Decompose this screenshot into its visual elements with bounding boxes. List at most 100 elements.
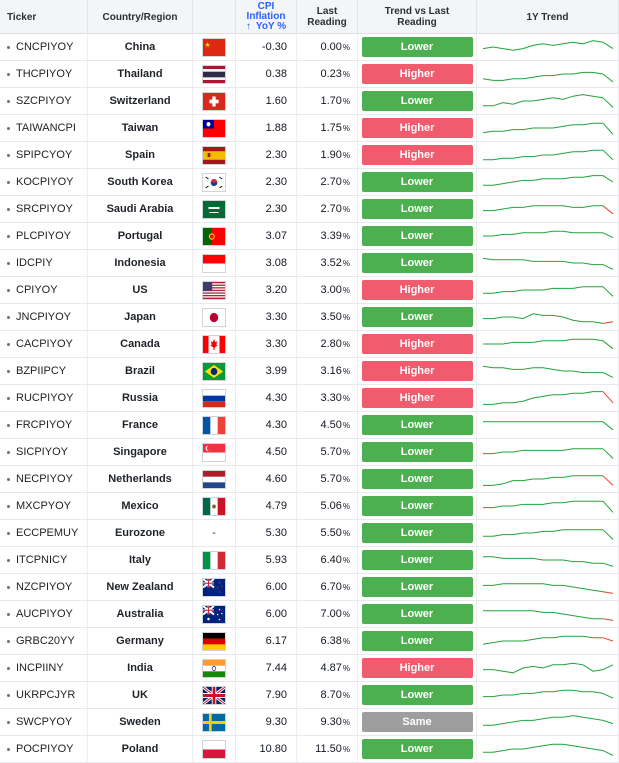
table-row[interactable]: FRCPIYOY France 4.30 4.50% Lower: [0, 412, 619, 439]
percent-sign: %: [342, 447, 350, 457]
sparkline-cell[interactable]: [477, 628, 619, 654]
ticker-cell[interactable]: SRCPIYOY: [0, 196, 88, 222]
bullet-icon: [7, 180, 10, 184]
ticker-cell[interactable]: IDCPIY: [0, 250, 88, 276]
table-row[interactable]: ECCPEMUY Eurozone -5.30 5.50% Lower: [0, 520, 619, 547]
ticker-cell[interactable]: ITCPNICY: [0, 547, 88, 573]
sparkline-cell[interactable]: [477, 574, 619, 600]
ticker-cell[interactable]: CACPIYOY: [0, 331, 88, 357]
table-row[interactable]: SPIPCYOY Spain 2.30 1.90% Higher: [0, 142, 619, 169]
cpi-value: 5.30: [265, 527, 287, 539]
sparkline-cell[interactable]: [477, 547, 619, 573]
sparkline-cell[interactable]: [477, 250, 619, 276]
ticker-cell[interactable]: SPIPCYOY: [0, 142, 88, 168]
table-row[interactable]: POCPIYOY Poland 10.80 11.50% Lower: [0, 736, 619, 763]
sparkline-cell[interactable]: [477, 169, 619, 195]
column-header-ticker[interactable]: Ticker: [0, 0, 88, 34]
ticker-cell[interactable]: FRCPIYOY: [0, 412, 88, 438]
table-row[interactable]: THCPIYOY Thailand 0.38 0.23% Higher: [0, 61, 619, 88]
country-cell: Sweden: [88, 709, 193, 735]
table-row[interactable]: GRBC20YY Germany 6.17 6.38% Lower: [0, 628, 619, 655]
table-row[interactable]: SRCPIYOY Saudi Arabia 2.30 2.70% Lower: [0, 196, 619, 223]
trend-badge: Lower: [361, 307, 473, 327]
sparkline-cell[interactable]: [477, 331, 619, 357]
ticker-cell[interactable]: THCPIYOY: [0, 61, 88, 87]
column-header-cpi-sorted[interactable]: CPI Inflation ↑ YoY %: [236, 0, 297, 34]
sparkline-cell[interactable]: [477, 439, 619, 465]
table-row[interactable]: NZCPIYOY New Zealand 6.00 6.70% Lower: [0, 574, 619, 601]
sparkline-cell[interactable]: [477, 223, 619, 249]
trend-cell: Higher: [358, 142, 477, 168]
table-row[interactable]: ITCPNICY Italy 5.93 6.40% Lower: [0, 547, 619, 574]
bullet-icon: [7, 207, 10, 211]
column-header-1y-trend[interactable]: 1Y Trend: [477, 0, 619, 34]
sparkline-cell[interactable]: [477, 142, 619, 168]
table-row[interactable]: KOCPIYOY South Korea 2.30 2.70% Lower: [0, 169, 619, 196]
table-row[interactable]: CNCPIYOY China -0.30 0.00% Lower: [0, 34, 619, 61]
table-row[interactable]: CACPIYOY Canada 3.30 2.80% Higher: [0, 331, 619, 358]
sparkline-cell[interactable]: [477, 358, 619, 384]
table-row[interactable]: RUCPIYOY Russia 4.30 3.30% Higher: [0, 385, 619, 412]
ticker-cell[interactable]: BZPIIPCY: [0, 358, 88, 384]
ticker-cell[interactable]: AUCPIYOY: [0, 601, 88, 627]
column-header-country[interactable]: Country/Region: [88, 0, 193, 34]
ticker-cell[interactable]: NECPIYOY: [0, 466, 88, 492]
cpi-value: 2.30: [265, 149, 287, 161]
sparkline-cell[interactable]: [477, 61, 619, 87]
cpi-value: 7.90: [265, 689, 287, 701]
sparkline-cell[interactable]: [477, 493, 619, 519]
sparkline-cell[interactable]: [477, 466, 619, 492]
bullet-icon: [7, 558, 10, 562]
sparkline-cell[interactable]: [477, 277, 619, 303]
ticker-cell[interactable]: JNCPIYOY: [0, 304, 88, 330]
ticker-cell[interactable]: NZCPIYOY: [0, 574, 88, 600]
table-row[interactable]: SICPIYOY Singapore 4.50 5.70% Lower: [0, 439, 619, 466]
sparkline-cell[interactable]: [477, 709, 619, 735]
ticker-cell[interactable]: CPIYOY: [0, 277, 88, 303]
ticker-cell[interactable]: SZCPIYOY: [0, 88, 88, 114]
ticker-cell[interactable]: RUCPIYOY: [0, 385, 88, 411]
table-row[interactable]: IDCPIY Indonesia 3.08 3.52% Lower: [0, 250, 619, 277]
ticker-cell[interactable]: POCPIYOY: [0, 736, 88, 762]
ticker-cell[interactable]: ECCPEMUY: [0, 520, 88, 546]
sparkline-cell[interactable]: [477, 682, 619, 708]
ticker-cell[interactable]: MXCPYOY: [0, 493, 88, 519]
table-row[interactable]: BZPIIPCY Brazil 3.99 3.16% Higher: [0, 358, 619, 385]
sparkline-cell[interactable]: [477, 520, 619, 546]
table-row[interactable]: SZCPIYOY Switzerland 1.60 1.70% Lower: [0, 88, 619, 115]
table-row[interactable]: MXCPYOY Mexico 4.79 5.06% Lower: [0, 493, 619, 520]
table-row[interactable]: CPIYOY US 3.20 3.00% Higher: [0, 277, 619, 304]
table-row[interactable]: TAIWANCPI Taiwan 1.88 1.75% Higher: [0, 115, 619, 142]
trend-badge: Lower: [361, 37, 473, 57]
table-row[interactable]: SWCPYOY Sweden 9.30 9.30% Same: [0, 709, 619, 736]
sparkline-cell[interactable]: [477, 385, 619, 411]
ticker-cell[interactable]: SICPIYOY: [0, 439, 88, 465]
table-row[interactable]: PLCPIYOY Portugal 3.07 3.39% Lower: [0, 223, 619, 250]
table-row[interactable]: AUCPIYOY Australia 6.00 7.00% Lower: [0, 601, 619, 628]
sparkline-chart: [482, 475, 613, 486]
table-row[interactable]: INCPIINY India 7.44 4.87% Higher: [0, 655, 619, 682]
sparkline-cell[interactable]: [477, 88, 619, 114]
sparkline-cell[interactable]: [477, 655, 619, 681]
ticker-cell[interactable]: PLCPIYOY: [0, 223, 88, 249]
sparkline-cell[interactable]: [477, 736, 619, 762]
sparkline-cell[interactable]: [477, 601, 619, 627]
ticker-cell[interactable]: TAIWANCPI: [0, 115, 88, 141]
sparkline-cell[interactable]: [477, 34, 619, 60]
ticker-cell[interactable]: SWCPYOY: [0, 709, 88, 735]
ticker-cell[interactable]: UKRPCJYR: [0, 682, 88, 708]
sparkline-cell[interactable]: [477, 304, 619, 330]
column-header-trend[interactable]: Trend vs Last Reading: [358, 0, 477, 34]
ticker-cell[interactable]: CNCPIYOY: [0, 34, 88, 60]
column-header-last-reading[interactable]: Last Reading: [297, 0, 358, 34]
sparkline-cell[interactable]: [477, 412, 619, 438]
last-reading-value: 6.40: [320, 554, 342, 566]
table-row[interactable]: JNCPIYOY Japan 3.30 3.50% Lower: [0, 304, 619, 331]
ticker-cell[interactable]: INCPIINY: [0, 655, 88, 681]
ticker-cell[interactable]: GRBC20YY: [0, 628, 88, 654]
table-row[interactable]: UKRPCJYR UK 7.90 8.70% Lower: [0, 682, 619, 709]
sparkline-cell[interactable]: [477, 196, 619, 222]
table-row[interactable]: NECPIYOY Netherlands 4.60 5.70% Lower: [0, 466, 619, 493]
sparkline-cell[interactable]: [477, 115, 619, 141]
ticker-cell[interactable]: KOCPIYOY: [0, 169, 88, 195]
